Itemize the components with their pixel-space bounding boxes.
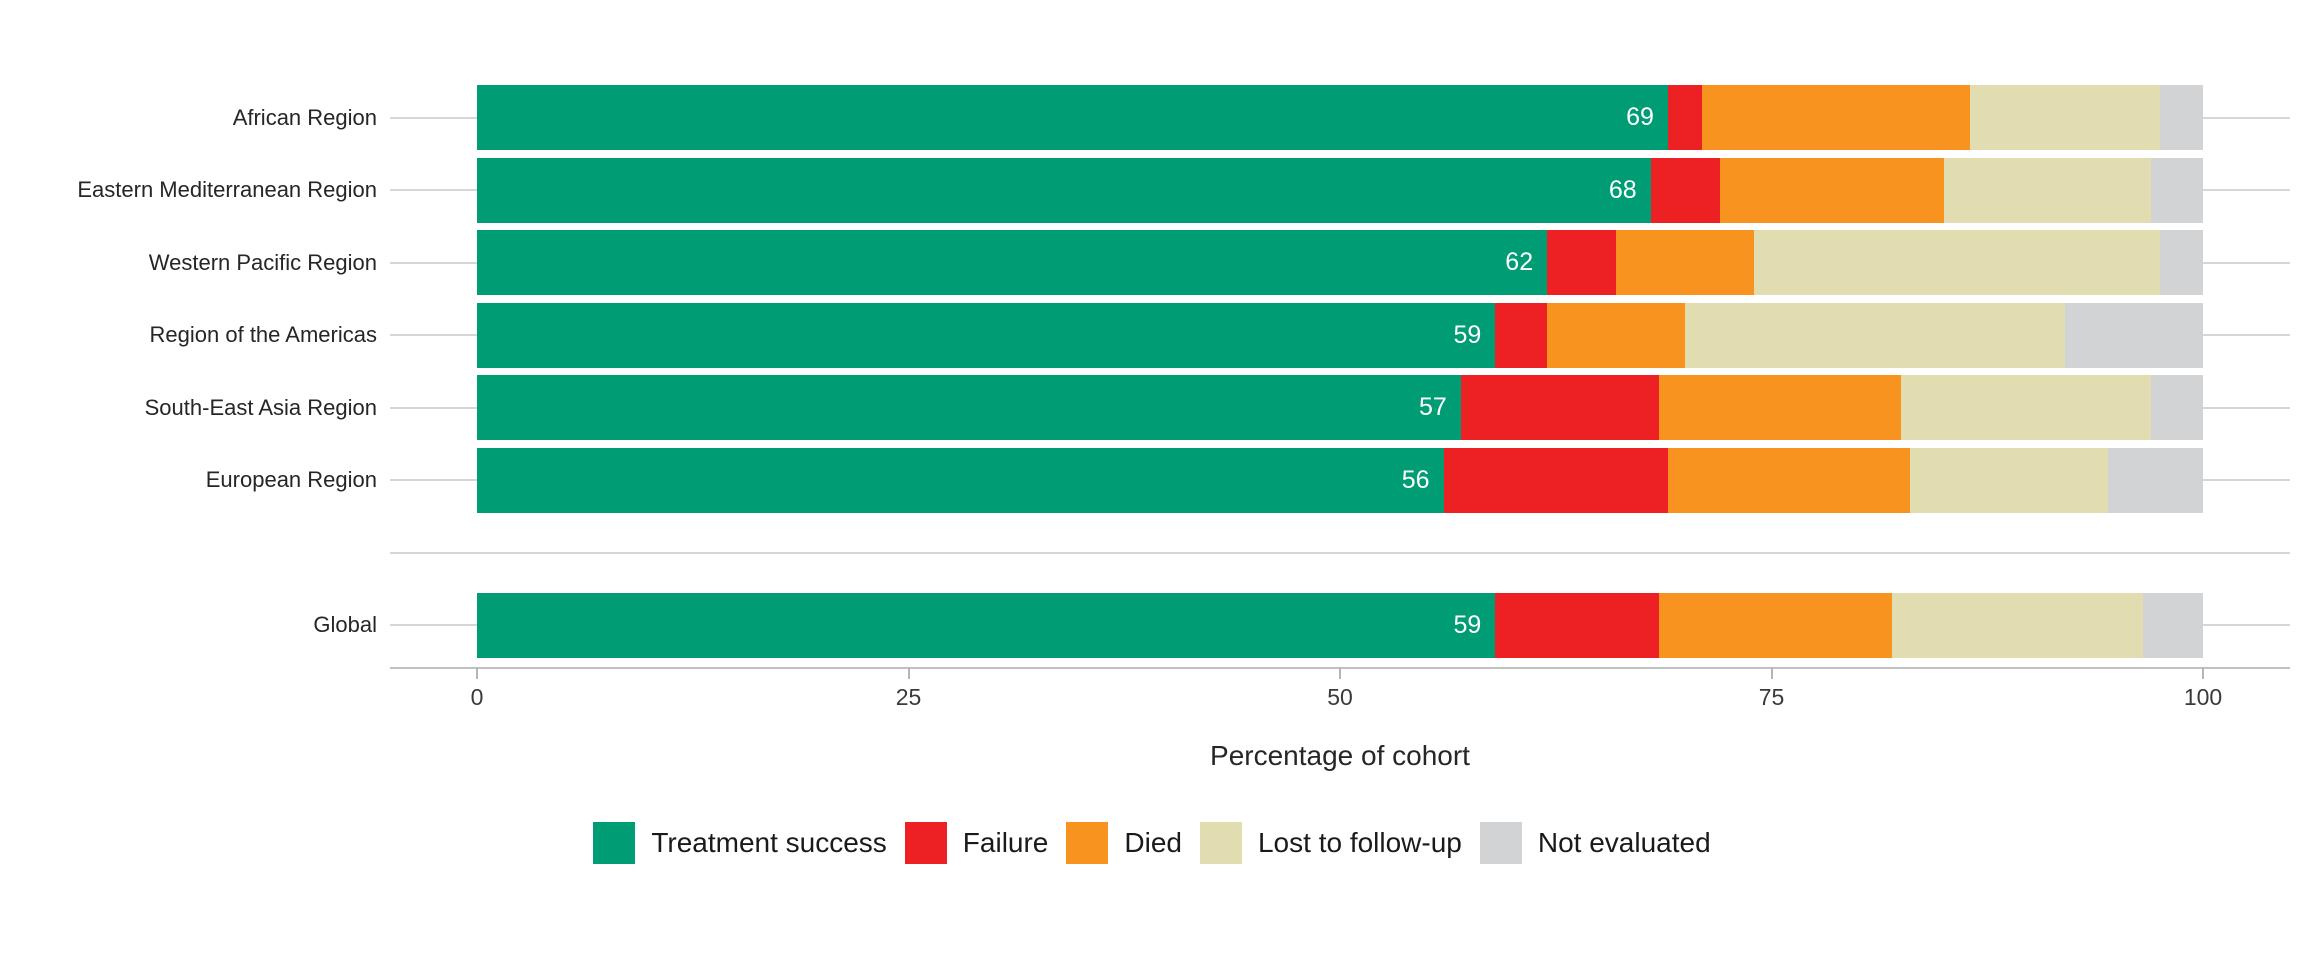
bar-segment	[2159, 230, 2203, 295]
bar-segment	[477, 157, 1651, 223]
bar-segment	[477, 85, 1668, 150]
x-tick-label: 50	[1327, 684, 1353, 710]
legend: Treatment success Failure Died Lost to foll…	[0, 822, 2304, 864]
legend-swatch	[904, 822, 947, 864]
bar-segment	[1659, 592, 1893, 658]
bar-value-label: 59	[1453, 320, 1482, 349]
bar-segment	[1667, 447, 1910, 513]
category-label: African Region	[232, 104, 377, 130]
legend-label: Failure	[962, 827, 1049, 858]
x-tick-mark	[1770, 667, 1773, 679]
x-tick-label: 0	[470, 684, 484, 710]
bar-value-label: 68	[1608, 175, 1637, 204]
bar-value-label: 62	[1505, 248, 1534, 276]
legend-label: Not evaluated	[1537, 827, 1711, 858]
bar-segment	[1685, 302, 2065, 368]
legend-label: Lost to follow-up	[1257, 827, 1462, 858]
category-label: European Region	[205, 467, 377, 492]
x-tick-mark	[476, 667, 478, 679]
x-tick-label: 75	[1758, 684, 1785, 710]
legend-swatch	[1199, 822, 1242, 864]
bar-segment	[1547, 230, 1617, 295]
bar-segment	[2151, 157, 2203, 223]
x-tick-mark	[907, 667, 910, 679]
bar-segment	[1659, 375, 1901, 440]
legend-item: Failure	[904, 822, 1049, 864]
bar-segment	[1909, 447, 2109, 513]
legend-item: Lost to follow-up	[1199, 822, 1462, 864]
bar-segment	[477, 230, 1548, 295]
gridline	[390, 551, 2290, 554]
bar-segment	[1650, 157, 1720, 223]
bar-segment	[2151, 375, 2203, 440]
bar-segment	[1495, 592, 1660, 658]
bar-segment	[1892, 592, 2143, 658]
bar-segment	[477, 302, 1496, 368]
legend-item: Died	[1066, 822, 1182, 864]
legend-swatch	[1479, 822, 1522, 864]
bar-segment	[1719, 157, 1945, 223]
bar-segment	[1547, 302, 1686, 368]
bar-value-label: 69	[1626, 103, 1654, 131]
category-label: South-East Asia Region	[144, 394, 377, 420]
bar-segment	[477, 375, 1461, 440]
bar-segment	[1667, 85, 1703, 150]
bar-segment	[1944, 157, 2152, 223]
legend-swatch	[1066, 822, 1109, 864]
x-tick-label: 100	[2183, 684, 2223, 710]
x-tick-label: 25	[895, 684, 922, 710]
bar-value-label: 56	[1401, 465, 1430, 494]
bar-segment	[477, 447, 1444, 513]
legend-label: Died	[1124, 827, 1182, 858]
legend-item: Not evaluated	[1479, 822, 1711, 864]
legend-label: Treatment success	[651, 827, 887, 858]
x-tick-mark	[2202, 667, 2204, 679]
bar-segment	[2142, 592, 2203, 658]
legend-item: Treatment success	[593, 822, 887, 864]
category-label: Region of the Americas	[149, 322, 377, 347]
bar-segment	[1616, 230, 1755, 295]
legend-swatch	[593, 822, 636, 864]
x-tick-mark	[1339, 667, 1341, 679]
category-label: Eastern Mediterranean Region	[77, 177, 377, 202]
bar-segment	[1900, 375, 2152, 440]
bar-value-label: 59	[1453, 610, 1482, 639]
category-label: Global	[313, 612, 377, 637]
bar-segment	[1443, 447, 1668, 513]
bar-segment	[1460, 375, 1660, 440]
x-axis-title: Percentage of cohort	[1210, 740, 1470, 771]
bar-segment	[1495, 302, 1548, 368]
bar-segment	[477, 592, 1496, 658]
bar-segment	[1969, 85, 2160, 150]
bar-segment	[2064, 302, 2203, 368]
category-label: Western Pacific Region	[148, 249, 377, 275]
bar-segment	[1754, 230, 2160, 295]
bar-segment	[2159, 85, 2203, 150]
bar-segment	[1702, 85, 1970, 150]
bar-segment	[2108, 447, 2203, 513]
bar-value-label: 57	[1419, 393, 1447, 421]
